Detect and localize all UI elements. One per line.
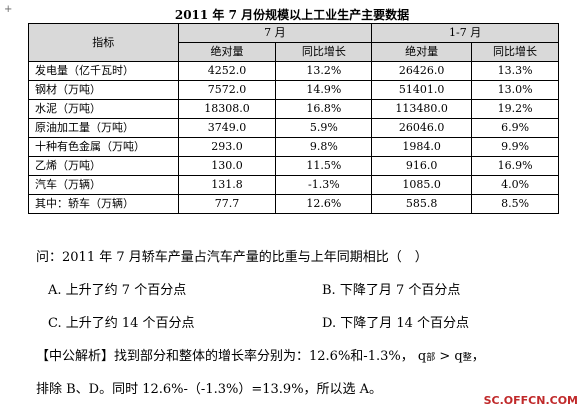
row-name: 发电量（亿千瓦时） <box>28 61 179 81</box>
header-indicator: 指标 <box>28 23 179 62</box>
table-row: 发电量（亿千瓦时） 4252.0 13.2% 26426.0 13.3% <box>28 61 559 81</box>
q-part: q部 <box>417 349 436 364</box>
analysis-comma: ， <box>471 349 485 364</box>
analysis-line-1: 【中公解析】找到部分和整体的增长率分别为：12.6%和-1.3%， q部 > q… <box>36 345 485 364</box>
question-text: 问：2011 年 7 月轿车产量占汽车产量的比重与上年同期相比（ ） <box>36 250 428 265</box>
cell-cum-abs: 26426.0 <box>371 61 473 81</box>
cell-month-abs: 130.0 <box>177 156 277 176</box>
cell-month-abs: 18308.0 <box>177 99 277 119</box>
data-table: 指标 7 月 1-7 月 绝对量 同比增长 绝对量 同比增长 发电量（亿千瓦时）… <box>28 23 559 214</box>
cell-cum-abs: 113480.0 <box>371 99 473 119</box>
cell-month-yoy: 16.8% <box>275 99 373 119</box>
analysis-text: 【中公解析】找到部分和整体的增长率分别为：12.6%和-1.3%， <box>36 349 414 364</box>
cell-cum-abs: 1984.0 <box>371 137 473 157</box>
cell-month-abs: 77.7 <box>177 194 277 214</box>
cell-cum-yoy: 19.2% <box>471 99 559 119</box>
cell-month-yoy: 12.6% <box>275 194 373 214</box>
cell-cum-abs: 26046.0 <box>371 118 473 138</box>
table-row: 钢材（万吨） 7572.0 14.9% 51401.0 13.0% <box>28 80 559 100</box>
cell-cum-yoy: 16.9% <box>471 156 559 176</box>
table-row: 十种有色金属（万吨） 293.0 9.8% 1984.0 9.9% <box>28 137 559 157</box>
header-month-yoy: 同比增长 <box>275 42 373 62</box>
row-name: 乙烯（万吨） <box>28 156 179 176</box>
cell-month-yoy: -1.3% <box>275 175 373 195</box>
row-name: 十种有色金属（万吨） <box>28 137 179 157</box>
table-row: 原油加工量（万吨） 3749.0 5.9% 26046.0 6.9% <box>28 118 559 138</box>
cell-month-abs: 3749.0 <box>177 118 277 138</box>
table-row: 乙烯（万吨） 130.0 11.5% 916.0 16.9% <box>28 156 559 176</box>
cell-cum-abs: 585.8 <box>371 194 473 214</box>
watermark: SC.OFFCN.COM <box>483 394 578 407</box>
row-name: 其中：轿车（万辆） <box>28 194 179 214</box>
table-row: 水泥（万吨） 18308.0 16.8% 113480.0 19.2% <box>28 99 559 119</box>
cell-cum-yoy: 8.5% <box>471 194 559 214</box>
cell-month-yoy: 9.8% <box>275 137 373 157</box>
cell-cum-yoy: 13.3% <box>471 61 559 81</box>
cell-cum-yoy: 4.0% <box>471 175 559 195</box>
header-month-abs: 绝对量 <box>177 42 277 62</box>
cell-cum-yoy: 6.9% <box>471 118 559 138</box>
option-d: D. 下降了月 14 个百分点 <box>322 316 470 331</box>
cell-month-abs: 4252.0 <box>177 61 277 81</box>
q-whole: q整 <box>454 349 472 364</box>
cell-month-yoy: 13.2% <box>275 61 373 81</box>
cell-cum-abs: 916.0 <box>371 156 473 176</box>
row-name: 原油加工量（万吨） <box>28 118 179 138</box>
option-c: C. 上升了约 14 个百分点 <box>48 316 195 331</box>
analysis-line-2: 排除 B、D。同时 12.6%-（-1.3%）=13.9%，所以选 A。 <box>36 382 383 397</box>
row-name: 汽车（万辆） <box>28 175 179 195</box>
header-month: 7 月 <box>177 23 373 43</box>
cell-month-abs: 7572.0 <box>177 80 277 100</box>
table-row: 汽车（万辆） 131.8 -1.3% 1085.0 4.0% <box>28 175 559 195</box>
header-cum-abs: 绝对量 <box>371 42 473 62</box>
table-title: 2011 年 7 月份规模以上工业生产主要数据 <box>174 8 410 22</box>
row-name: 钢材（万吨） <box>28 80 179 100</box>
cell-month-yoy: 14.9% <box>275 80 373 100</box>
cell-month-abs: 293.0 <box>177 137 277 157</box>
header-cum-yoy: 同比增长 <box>471 42 559 62</box>
row-name: 水泥（万吨） <box>28 99 179 119</box>
corner-mark: + <box>4 4 13 15</box>
cell-month-abs: 131.8 <box>177 175 277 195</box>
cell-month-yoy: 5.9% <box>275 118 373 138</box>
cell-cum-yoy: 9.9% <box>471 137 559 157</box>
cell-cum-abs: 51401.0 <box>371 80 473 100</box>
cell-month-yoy: 11.5% <box>275 156 373 176</box>
cell-cum-abs: 1085.0 <box>371 175 473 195</box>
header-cumulative: 1-7 月 <box>371 23 559 43</box>
cell-cum-yoy: 13.0% <box>471 80 559 100</box>
table-row: 其中：轿车（万辆） 77.7 12.6% 585.8 8.5% <box>28 194 559 214</box>
option-a: A. 上升了约 7 个百分点 <box>48 283 187 298</box>
gt-sign: > <box>435 349 455 364</box>
option-b: B. 下降了月 7 个百分点 <box>322 283 461 298</box>
